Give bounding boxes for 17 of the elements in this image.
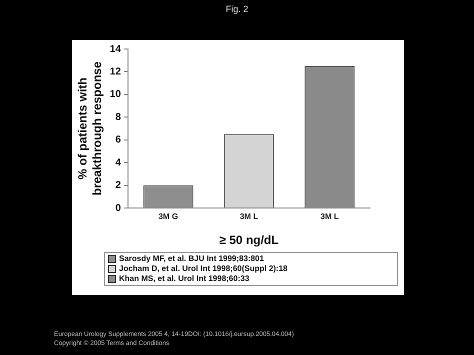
legend-label: Khan MS, et al. Urol Int 1998;60:33 (119, 274, 250, 284)
y-tick-label: 2 (115, 180, 122, 192)
x-axis-title: ≥ 50 ng/dL (219, 233, 279, 248)
y-tick-label: 10 (110, 89, 122, 100)
chart-title: Fig. 2 (224, 4, 250, 14)
y-tick-label: 6 (115, 134, 122, 146)
y-tick-label: 8 (115, 112, 122, 123)
x-tick-label: 3M G (158, 212, 178, 222)
legend-label: Sarosdy MF, et al. BJU Int 1999;83:801 (119, 254, 264, 264)
y-axis-title: % of patients with breakthrough response (76, 61, 104, 196)
y-tick-label: 0 (115, 202, 122, 214)
y-tick-label: 14 (110, 44, 122, 55)
x-tick-label: 3M L (240, 212, 258, 222)
y-tick-label: 12 (110, 66, 122, 78)
x-tick-label: 3M L (320, 212, 339, 222)
legend-label: Jocham D, et al. Urol Int 1998;60(Suppl 2):18 (119, 264, 288, 274)
y-tick-label: 4 (115, 157, 122, 168)
